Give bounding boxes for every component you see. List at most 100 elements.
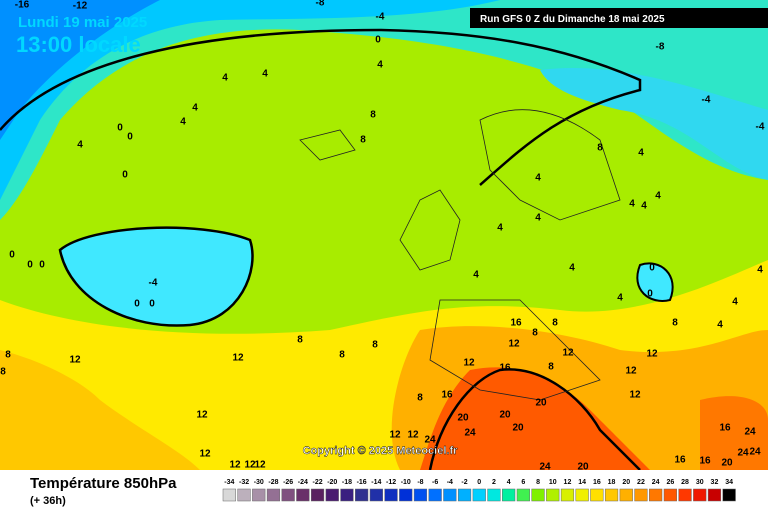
legend-swatch [266, 488, 281, 502]
legend-label: -4 [447, 479, 453, 486]
contour-label: 8 [597, 143, 603, 154]
contour-label: 0 [117, 123, 123, 134]
contour-label: 12 [69, 355, 81, 366]
contour-label: 4 [757, 265, 763, 276]
contour-label: 4 [497, 223, 503, 234]
contour-label: 12 [232, 353, 244, 364]
footer-subtitle: (+ 36h) [30, 495, 66, 507]
contour-label: 4 [473, 270, 479, 281]
contour-label: 0 [127, 132, 133, 143]
legend-label: -10 [401, 479, 411, 486]
legend-swatch [252, 488, 266, 502]
contour-label: 0 [134, 299, 140, 310]
legend-label: -34 [224, 479, 234, 486]
coldest-zone [0, 0, 160, 140]
legend-label: 10 [549, 479, 557, 486]
legend-swatch [590, 488, 604, 502]
contour-label: 12 [196, 410, 208, 421]
contour-label: 4 [535, 213, 541, 224]
contour-label: 20 [457, 413, 469, 424]
legend-swatch [634, 488, 648, 502]
warmer-zone-w [0, 350, 200, 470]
legend-swatch [472, 488, 486, 502]
date-label: Lundi 19 mai 2025 [18, 14, 147, 31]
legend-label: 20 [622, 479, 630, 486]
legend-label: 24 [652, 479, 660, 486]
legend-label: -18 [342, 479, 352, 486]
legend-label: -2 [461, 479, 467, 486]
legend-label: -8 [417, 479, 423, 486]
legend-swatch [443, 488, 457, 502]
legend-swatch [604, 488, 619, 502]
contour-label: 4 [655, 191, 661, 202]
legend-label: 14 [578, 479, 586, 486]
contour-label: 12 [389, 430, 401, 441]
legend-swatch [722, 488, 736, 502]
contour-label: 12 [407, 430, 419, 441]
legend-swatch [707, 488, 722, 502]
contour-label: 24 [749, 447, 761, 458]
contour-label: 8 [0, 367, 6, 378]
isotherm-closed [58, 226, 254, 327]
legend-swatch [399, 488, 413, 502]
contour-label: 0 [375, 35, 381, 46]
contour-label: -8 [656, 42, 665, 53]
contour-label: 24 [424, 435, 436, 446]
contour-label: 8 [532, 328, 538, 339]
footer-title: Température 850hPa [30, 475, 177, 492]
contour-label: 4 [377, 60, 383, 71]
legend-label: 22 [637, 479, 645, 486]
contour-label: 0 [649, 263, 655, 274]
contour-label: 20 [499, 410, 511, 421]
legend-label: -32 [239, 479, 249, 486]
contour-label: 8 [360, 135, 366, 146]
legend-swatch [384, 488, 398, 502]
legend-swatch [531, 488, 545, 502]
legend-swatch [457, 488, 472, 502]
contour-label: 8 [548, 362, 554, 373]
legend-label: -24 [298, 479, 308, 486]
contour-label: 4 [569, 263, 575, 274]
time-label: 13:00 locale [16, 32, 141, 57]
legend-swatch [310, 488, 325, 502]
contour-label: 12 [562, 348, 574, 359]
hot-zone-e [700, 396, 768, 470]
cold-zone [0, 0, 768, 220]
contour-label: 0 [27, 260, 33, 271]
scand-cold [540, 68, 768, 180]
contour-label: 4 [629, 199, 635, 210]
legend-label: 16 [593, 479, 601, 486]
contour-label: -12 [73, 1, 88, 12]
contour-label: 8 [370, 110, 376, 121]
legend-label: -22 [312, 479, 322, 486]
contour-label: 20 [721, 458, 733, 469]
contour-label: 4 [262, 69, 268, 80]
legend-swatch [355, 488, 369, 502]
contour-label: 16 [674, 455, 686, 466]
contour-label: 24 [539, 462, 551, 473]
contour-label: 12 [646, 349, 658, 360]
contour-label: 20 [512, 423, 524, 434]
legend-label: 8 [536, 479, 540, 486]
legend-label: -6 [432, 479, 438, 486]
legend-label: -28 [268, 479, 278, 486]
contour-label: 4 [717, 320, 723, 331]
contour-label: 12 [625, 366, 637, 377]
legend-label: 34 [725, 479, 733, 486]
isotherm-20 [428, 368, 641, 471]
legend-label: -20 [327, 479, 337, 486]
legend-swatch [340, 488, 354, 502]
legend-label: 2 [492, 479, 496, 486]
legend-swatch [325, 488, 339, 502]
legend-label: -12 [386, 479, 396, 486]
contour-label: -4 [702, 95, 711, 106]
legend-swatch [560, 488, 575, 502]
legend-swatch [546, 488, 560, 502]
legend-swatch [281, 488, 295, 502]
contour-label: 8 [297, 335, 303, 346]
contour-label: 0 [122, 170, 128, 181]
contour-label: 24 [464, 428, 476, 439]
legend-label: -26 [283, 479, 293, 486]
contour-label: -16 [15, 0, 30, 11]
